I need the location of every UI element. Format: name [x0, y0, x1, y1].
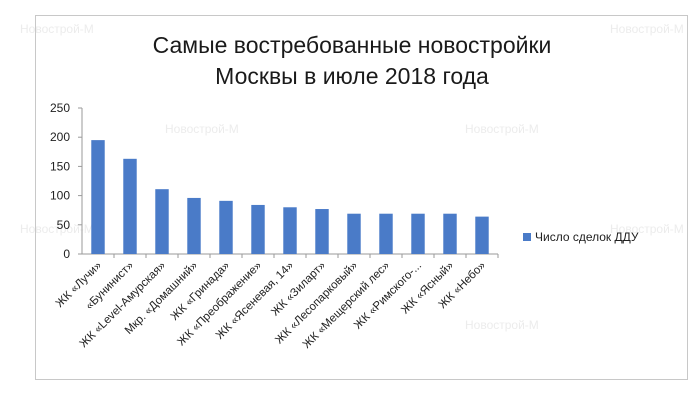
y-tick-label: 150 — [50, 159, 70, 173]
bar — [251, 204, 265, 254]
y-tick-label: 0 — [63, 247, 70, 261]
bar — [283, 207, 297, 254]
bar — [475, 216, 489, 254]
y-tick-label: 50 — [57, 218, 71, 232]
chart-title-line: Самые востребованные новостройки — [153, 32, 552, 58]
bar — [347, 213, 361, 254]
bar — [411, 213, 425, 254]
bar — [187, 197, 201, 254]
y-tick-label: 100 — [50, 189, 70, 203]
y-tick-label: 200 — [50, 130, 70, 144]
bar — [123, 158, 137, 254]
bar — [91, 140, 105, 254]
bar — [155, 189, 169, 254]
legend-swatch — [523, 233, 531, 241]
legend-label: Число сделок ДДУ — [535, 230, 639, 244]
y-tick-label: 250 — [50, 101, 70, 115]
bar — [443, 213, 457, 254]
bar — [379, 213, 393, 254]
bar — [219, 200, 233, 254]
bar — [315, 209, 329, 254]
chart-frame — [35, 15, 688, 380]
chart-title-line: Москвы в июле 2018 года — [215, 63, 489, 89]
